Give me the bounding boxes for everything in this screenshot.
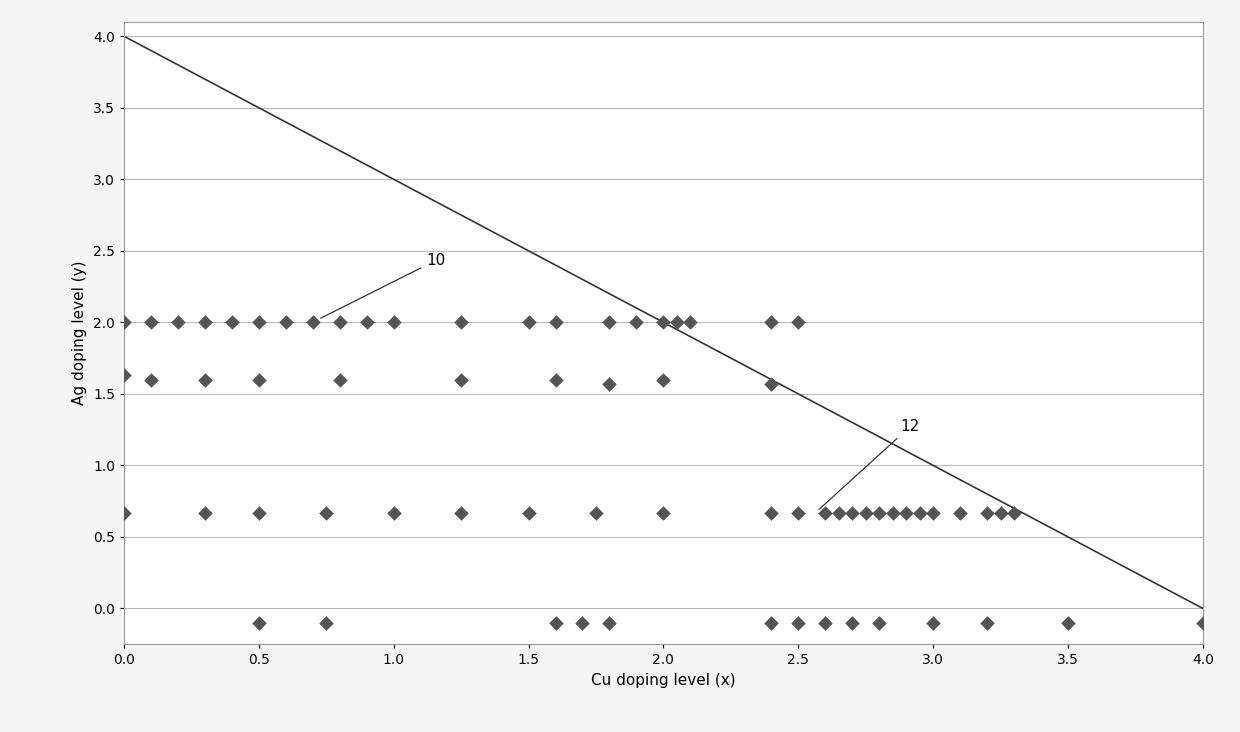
Point — [195, 507, 215, 518]
Point — [789, 507, 808, 518]
Point — [316, 507, 336, 518]
Point — [897, 507, 916, 518]
Point — [249, 617, 269, 629]
Point — [141, 374, 161, 386]
Point — [384, 507, 404, 518]
Point — [653, 507, 673, 518]
Point — [546, 316, 565, 328]
Point — [789, 617, 808, 629]
Point — [950, 507, 970, 518]
Point — [653, 374, 673, 386]
Point — [451, 374, 471, 386]
Point — [910, 507, 930, 518]
Point — [816, 617, 836, 629]
X-axis label: Cu doping level (x): Cu doping level (x) — [591, 673, 735, 688]
Point — [275, 316, 295, 328]
Point — [518, 316, 538, 328]
Point — [518, 507, 538, 518]
Point — [842, 617, 862, 629]
Point — [546, 617, 565, 629]
Point — [856, 507, 875, 518]
Point — [114, 370, 134, 381]
Point — [384, 316, 404, 328]
Point — [842, 507, 862, 518]
Text: 10: 10 — [321, 253, 445, 318]
Point — [546, 374, 565, 386]
Point — [222, 316, 242, 328]
Point — [828, 507, 848, 518]
Point — [357, 316, 377, 328]
Point — [195, 374, 215, 386]
Point — [249, 507, 269, 518]
Point — [761, 617, 781, 629]
Point — [303, 316, 322, 328]
Point — [195, 316, 215, 328]
Point — [600, 617, 620, 629]
Point — [114, 507, 134, 518]
Point — [869, 617, 889, 629]
Point — [667, 316, 687, 328]
Point — [330, 374, 350, 386]
Point — [761, 507, 781, 518]
Point — [451, 507, 471, 518]
Point — [923, 617, 942, 629]
Point — [681, 316, 701, 328]
Point — [249, 316, 269, 328]
Point — [923, 507, 942, 518]
Point — [587, 507, 606, 518]
Point — [977, 507, 997, 518]
Text: 12: 12 — [820, 419, 920, 509]
Point — [141, 316, 161, 328]
Point — [114, 316, 134, 328]
Point — [600, 316, 620, 328]
Point — [451, 316, 471, 328]
Point — [653, 316, 673, 328]
Point — [869, 507, 889, 518]
Point — [991, 507, 1011, 518]
Point — [1193, 617, 1213, 629]
Point — [816, 507, 836, 518]
Point — [1004, 507, 1024, 518]
Point — [883, 507, 903, 518]
Point — [761, 378, 781, 389]
Point — [249, 374, 269, 386]
Point — [600, 378, 620, 389]
Y-axis label: Ag doping level (y): Ag doping level (y) — [72, 261, 87, 406]
Point — [167, 316, 188, 328]
Point — [626, 316, 646, 328]
Point — [1058, 617, 1078, 629]
Point — [761, 316, 781, 328]
Point — [573, 617, 593, 629]
Point — [789, 316, 808, 328]
Point — [977, 617, 997, 629]
Point — [316, 617, 336, 629]
Point — [330, 316, 350, 328]
